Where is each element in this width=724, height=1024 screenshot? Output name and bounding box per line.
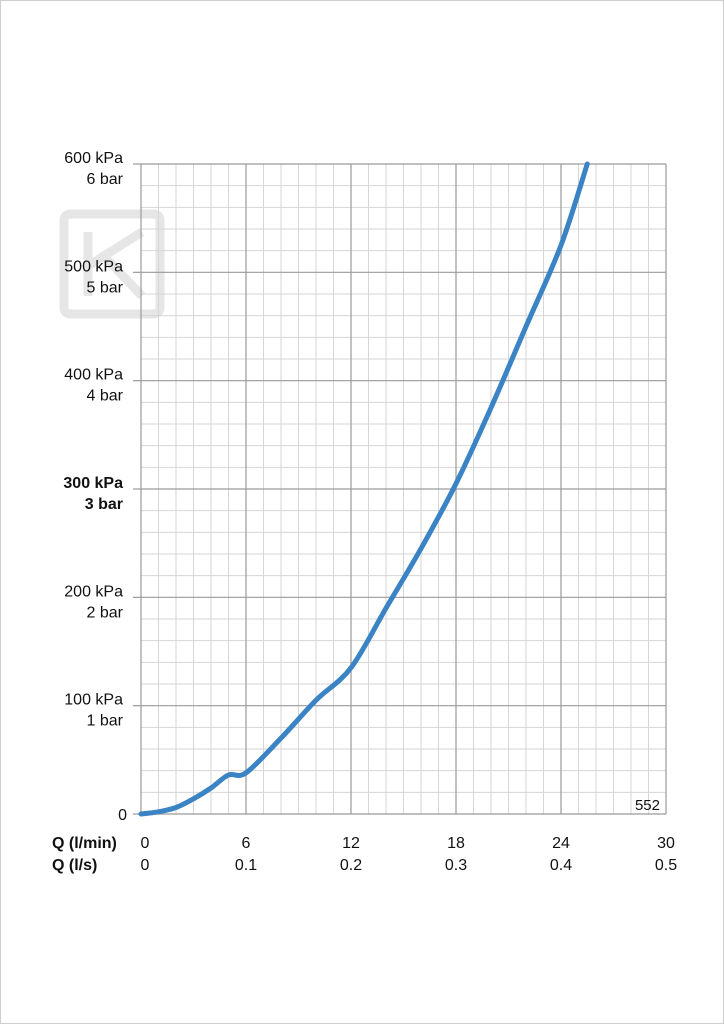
x-tick-label: 6 xyxy=(242,835,251,852)
y-tick-label: 1 bar xyxy=(87,713,124,730)
watermark-logo xyxy=(59,209,165,319)
y-tick-label: 2 bar xyxy=(87,604,124,621)
x-tick-label: 0.4 xyxy=(550,857,572,874)
y-tick-label: 200 kPa xyxy=(64,583,123,600)
y-axis-labels: 0 100 kPa 1 bar 200 kPa 2 bar 300 kPa 3 bar 400… xyxy=(63,150,127,824)
x-tick-label: 0.3 xyxy=(445,857,467,874)
x-axis-labels: Q (l/min) 0 6 12 18 24 30 Q (l/s) 0 0.1 0.2 0.3 0.4 0… xyxy=(52,835,677,874)
y-tick-label: 400 kPa xyxy=(64,367,123,384)
y-tick-label: 6 bar xyxy=(87,171,124,188)
curve-layer xyxy=(138,161,590,817)
x-tick-label: 18 xyxy=(447,835,465,852)
y-tick-label: 600 kPa xyxy=(64,150,123,167)
y-tick-label: 100 kPa xyxy=(64,692,123,709)
chart-annotation: 552 xyxy=(635,797,660,814)
x-tick-label: 0.1 xyxy=(235,857,257,874)
x-tick-label: 0 xyxy=(141,857,150,874)
series-line xyxy=(138,161,590,817)
x-tick-label: 0.5 xyxy=(655,857,677,874)
x-tick-label: 12 xyxy=(342,835,360,852)
x-tick-label: 24 xyxy=(552,835,570,852)
y-tick-label: 0 xyxy=(118,807,127,824)
y-tick-label: 3 bar xyxy=(85,496,123,513)
y-tick-label: 5 bar xyxy=(87,279,124,296)
x-tick-label: 0 xyxy=(141,835,150,852)
x-tick-label: 30 xyxy=(657,835,675,852)
x-axis-title: Q (l/s) xyxy=(52,857,97,874)
y-tick-label: 4 bar xyxy=(87,388,124,405)
y-tick-label: 500 kPa xyxy=(64,258,123,275)
x-axis-title: Q (l/min) xyxy=(52,835,117,852)
grid-major xyxy=(133,163,667,815)
y-tick-label: 300 kPa xyxy=(63,475,123,492)
x-tick-label: 0.2 xyxy=(340,857,362,874)
watermark-logo-outline xyxy=(59,209,165,319)
watermark-logo-k xyxy=(83,228,146,300)
